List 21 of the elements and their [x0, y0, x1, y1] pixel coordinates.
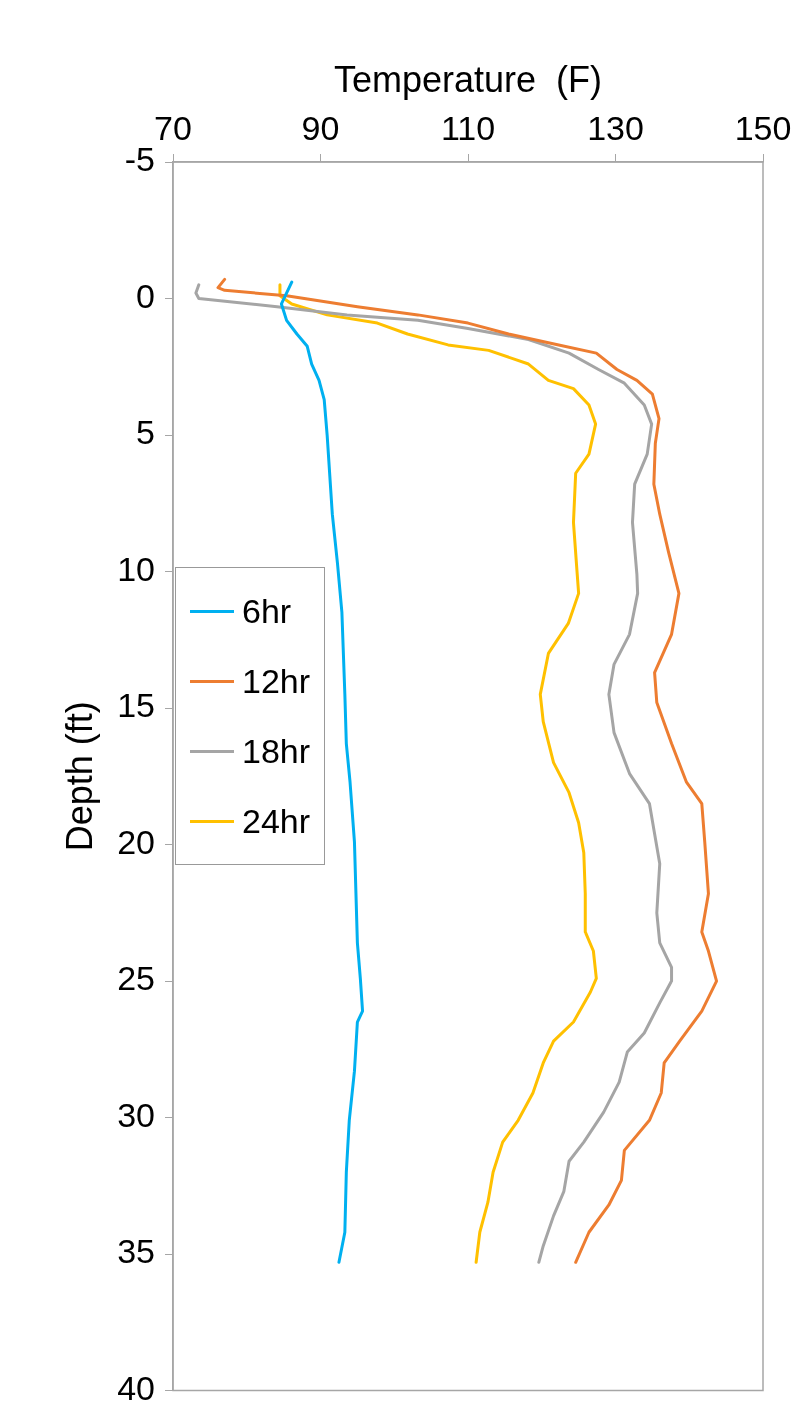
x-tick-label: 90 [301, 108, 340, 147]
y-tick-label: 20 [117, 822, 156, 861]
legend-label: 12hr [242, 661, 311, 701]
legend-label: 18hr [242, 731, 311, 771]
y-tick-label: 40 [117, 1368, 156, 1407]
x-tick-label: 110 [440, 108, 496, 147]
legend-label: 24hr [242, 801, 311, 841]
x-tick-label: 70 [154, 108, 192, 147]
y-tick-label: -5 [124, 140, 156, 179]
x-axis-title: Temperature (F) [333, 58, 603, 100]
y-tick-label: 25 [117, 959, 156, 998]
y-tick-label: 15 [117, 686, 156, 725]
y-tick-label: 35 [117, 1232, 156, 1271]
y-tick-label: 10 [117, 549, 156, 588]
x-tick-label: 150 [734, 108, 792, 147]
legend-label: 6hr [242, 591, 292, 631]
y-axis-title: Depth (ft) [58, 701, 100, 852]
y-tick-label: 0 [136, 276, 156, 315]
x-tick-label: 130 [587, 108, 644, 147]
y-tick-label: 30 [117, 1095, 156, 1134]
y-tick-label: 5 [136, 413, 156, 452]
